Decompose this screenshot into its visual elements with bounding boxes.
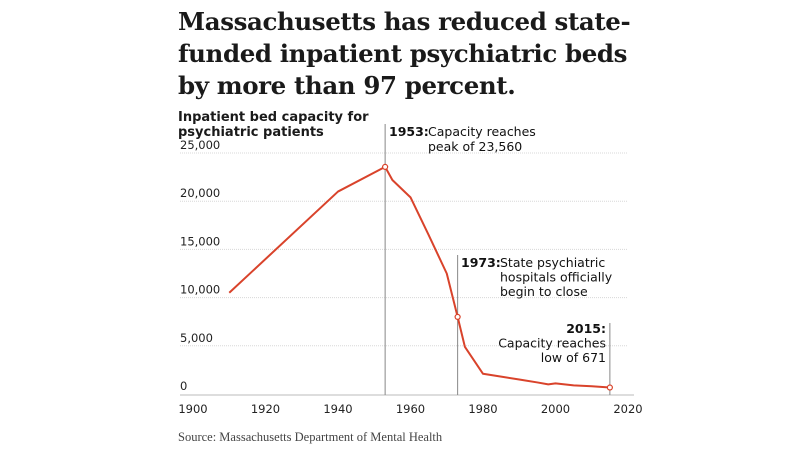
y-axis-label: Inpatient bed capacity for psychiatric p… xyxy=(178,110,369,140)
data-point xyxy=(382,163,389,170)
x-tick-label: 1960 xyxy=(396,402,425,416)
y-tick-label: 10,000 xyxy=(180,283,220,297)
x-tick-label: 2000 xyxy=(541,402,570,416)
x-tick-label: 2020 xyxy=(613,402,642,416)
y-tick-label: 15,000 xyxy=(180,234,220,248)
x-tick-label: 1940 xyxy=(323,402,352,416)
y-tick-label: 20,000 xyxy=(180,186,220,200)
y-tick-label: 0 xyxy=(180,379,187,393)
annotation-text: State psychiatric xyxy=(500,255,605,270)
chart-title: Massachusetts has reduced state-funded i… xyxy=(178,7,631,100)
x-tick-label: 1900 xyxy=(178,402,207,416)
y-tick-label: 5,000 xyxy=(180,331,213,345)
data-point xyxy=(606,384,613,391)
data-series-line xyxy=(228,165,610,389)
x-tick-label: 1980 xyxy=(468,402,497,416)
data-point xyxy=(454,313,461,320)
annotation-year: 2015: xyxy=(566,321,606,336)
annotation-text: hospitals officially xyxy=(500,270,613,285)
annotation-text: low of 671 xyxy=(541,350,606,365)
y-tick-label: 25,000 xyxy=(180,138,220,152)
annotation-year: 1953: xyxy=(389,124,429,139)
x-tick-label: 1920 xyxy=(251,402,280,416)
annotation-year: 1973: xyxy=(461,255,501,270)
source-note: Source: Massachusetts Department of Ment… xyxy=(178,430,443,444)
annotation-text: Capacity reaches xyxy=(498,336,606,351)
annotation-text: peak of 23,560 xyxy=(428,139,522,154)
annotation-text: Capacity reaches xyxy=(428,124,536,139)
annotation-text: begin to close xyxy=(500,284,588,299)
